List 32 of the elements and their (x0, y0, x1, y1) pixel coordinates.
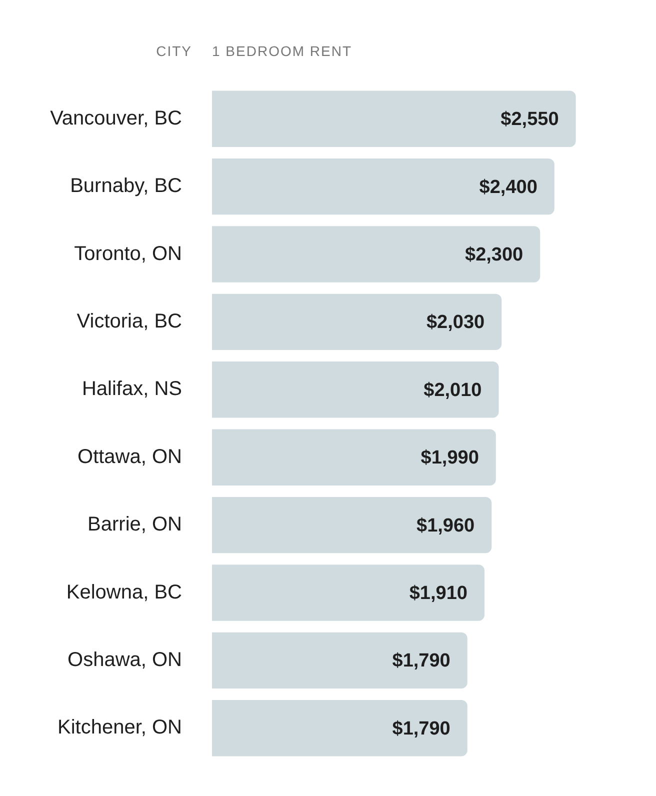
y-tick-label: Victoria, BC (76, 310, 182, 332)
y-tick-label: Ottawa, ON (78, 446, 182, 468)
data-label: $2,400 (479, 176, 538, 198)
data-label: $1,790 (392, 650, 450, 672)
bar (212, 429, 496, 486)
x-axis-title: 1 BEDROOM RENT (212, 42, 352, 59)
bar (212, 632, 468, 689)
bar (212, 496, 492, 554)
data-label: $2,010 (424, 380, 482, 401)
y-tick-label: Halifax, NS (82, 378, 182, 400)
data-label: $2,030 (426, 312, 485, 334)
y-tick-label: Kelowna, BC (66, 581, 182, 604)
bar (212, 362, 499, 418)
bar (212, 158, 554, 215)
y-tick-label: Toronto, ON (74, 242, 182, 265)
data-label: $1,790 (392, 718, 450, 740)
data-label: $1,910 (409, 582, 468, 604)
y-tick-label: Burnaby, BC (70, 175, 182, 198)
y-axis-title: CITY (156, 42, 192, 59)
data-label: $2,300 (465, 244, 524, 266)
bar (212, 564, 484, 621)
y-tick-label: Barrie, ON (88, 514, 182, 536)
bar (212, 90, 576, 147)
data-label: $1,990 (420, 448, 479, 469)
y-tick-label: Oshawa, ON (68, 648, 182, 671)
bar (212, 700, 468, 756)
y-tick-label: Kitchener, ON (57, 716, 182, 739)
data-label: $2,550 (500, 109, 559, 130)
y-tick-label: Vancouver, BC (50, 107, 182, 130)
bar (212, 294, 502, 350)
bar (212, 226, 540, 282)
data-label: $1,960 (416, 515, 475, 536)
